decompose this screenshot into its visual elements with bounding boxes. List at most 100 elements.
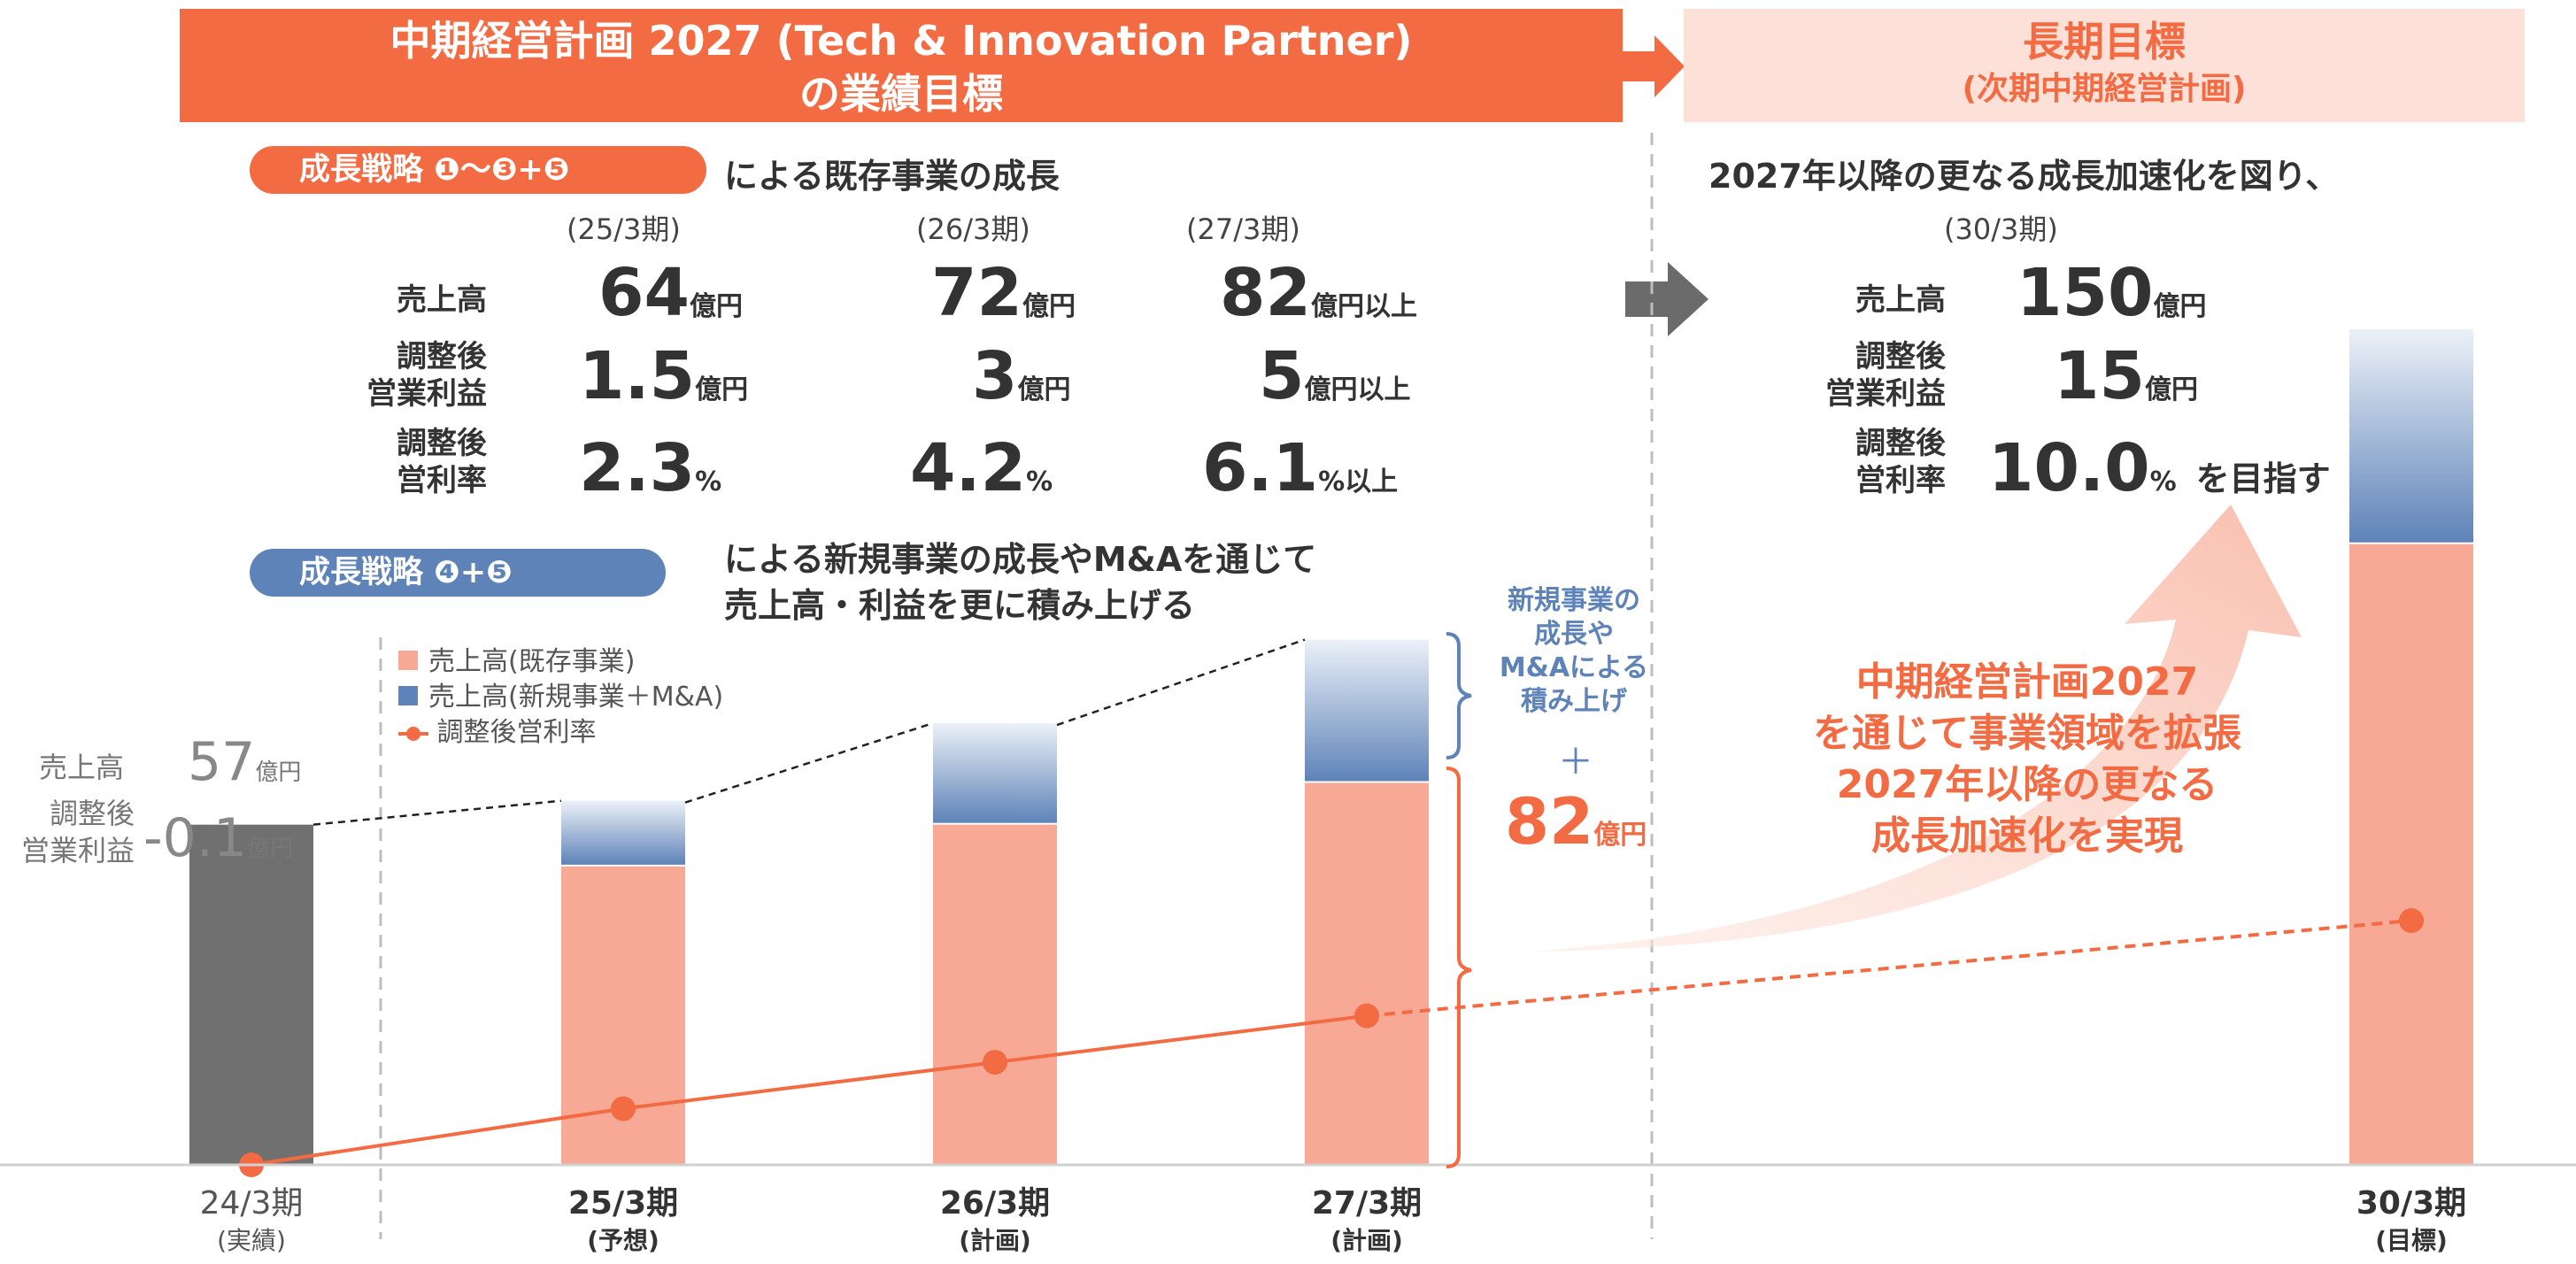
actual-profit-label-l2: 営業利益 [20, 834, 135, 867]
legend-marker-margin-icon [398, 726, 428, 741]
plus-sign: ＋ [1558, 742, 1593, 782]
sales-30: 150億円 [2017, 255, 2207, 331]
actual-profit-label: 調整後 営業利益 [11, 795, 135, 869]
arrow-annotation: 中期経営計画2027 を通じて事業領域を拡張 2027年以降の更なる 成長加速化… [1762, 657, 2293, 862]
bar-connector-2 [1056, 638, 1306, 727]
margin-segment-1 [622, 1060, 996, 1111]
lt-row-label-margin-l2: 営利率 [1855, 463, 1946, 498]
transition-arrow-icon [1625, 262, 1708, 336]
long-term-header: 長期目標 (次期中期経営計画) [1684, 9, 2525, 122]
x-tick-sublabel-3: (計画) [1330, 1226, 1403, 1255]
margin-segment-0 [251, 1106, 624, 1167]
x-tick-label-4: 30/3期 [2356, 1185, 2467, 1222]
legend-swatch-new [398, 686, 418, 705]
sales-25: 64億円 [598, 255, 743, 331]
x-tick-label-0: 24/3期 [199, 1185, 304, 1222]
actual-sales-value: 57億円 [188, 731, 302, 793]
bar-new-4 [2349, 329, 2473, 543]
profit-27: 5億円以上 [1259, 338, 1411, 414]
x-tick-label-1: 25/3期 [567, 1185, 679, 1222]
lt-row-label-margin-l1: 調整後 [1855, 426, 1946, 461]
margin-25: 2.3% [579, 430, 722, 506]
row-label-margin-l2: 営利率 [397, 463, 487, 498]
x-tick-label-2: 26/3期 [939, 1185, 1051, 1222]
bar-new-2 [933, 723, 1057, 823]
bar-new-3 [1305, 639, 1429, 782]
lt-row-label-profit-l1: 調整後 [1855, 339, 1946, 374]
margin-point-1 [611, 1096, 636, 1121]
period-25: (25/3期) [567, 212, 681, 246]
lt-row-label-profit-l2: 営業利益 [1825, 376, 1946, 412]
new-business-annotation-l3: M&Aによる [1499, 652, 1649, 683]
x-tick-sublabel-4: (目標) [2375, 1226, 2448, 1255]
bar-actual-24 [189, 824, 313, 1165]
legend-item-existing: 売上高(既存事業) [398, 639, 723, 677]
new-business-annotation-l2: 成長や [1534, 619, 1614, 650]
x-tick-sublabel-2: (計画) [959, 1226, 1031, 1255]
margin-point-2 [983, 1050, 1007, 1075]
actual-sales-label: 売上高 [39, 751, 125, 784]
margin-30: 10.0% を目指す [1988, 430, 2331, 506]
row-label-margin-l1: 調整後 [397, 426, 487, 461]
strategy-new-heading-l1: による新規事業の成長やM&Aを通じて [724, 540, 1317, 579]
bar-existing-4 [2349, 543, 2473, 1165]
long-term-subtitle: (次期中期経営計画) [1962, 71, 2247, 107]
bar-connector-1 [684, 721, 934, 804]
margin-point-3 [1354, 1003, 1379, 1029]
profit-25: 1.5億円 [579, 338, 749, 414]
long-term-title: 長期目標 [2023, 18, 2186, 66]
bar-existing-3 [1305, 782, 1429, 1165]
row-label-profit-l2: 営業利益 [366, 376, 487, 412]
margin-27: 6.1%以上 [1202, 430, 1399, 506]
strategy-new-heading: による新規事業の成長やM&Aを通じて 売上高・利益を更に積み上げる [724, 536, 1316, 628]
lt-row-label-sales: 売上高 [1855, 282, 1946, 318]
brackets-icon [1446, 632, 1472, 1168]
bar-connector-0 [312, 799, 562, 826]
row-label-profit: 調整後 営業利益 [329, 338, 487, 412]
long-term-heading: 2027年以降の更なる成長加速化を図り、 [1708, 157, 2340, 196]
actual-profit-value: -0.1億円 [143, 807, 294, 869]
mid-term-plan-header: 中期経営計画 2027 (Tech & Innovation Partner) … [180, 9, 1623, 122]
margin-segment-3 [1366, 919, 2412, 1018]
margin-point-4 [2399, 908, 2424, 933]
bar-existing-2 [933, 824, 1057, 1165]
profit-26: 3億円 [972, 338, 1071, 414]
profit-30: 15億円 [2054, 338, 2198, 414]
x-tick-sublabel-0: (実績) [217, 1226, 286, 1255]
arrow-annotation-l1: 中期経営計画2027 [1855, 659, 2199, 705]
row-label-margin: 調整後 営利率 [329, 425, 487, 499]
chart-legend: 売上高(既存事業) 売上高(新規事業＋M&A) 調整後営利率 [398, 639, 723, 748]
mid-term-plan-title: 中期経営計画 2027 (Tech & Innovation Partner) [389, 17, 1413, 65]
strategy-existing-heading: による既存事業の成長 [724, 157, 1060, 196]
existing-82-annotation: 82億円 [1505, 784, 1647, 859]
period-30: (30/3期) [1944, 212, 2058, 246]
arrow-annotation-l2: を通じて事業領域を拡張 [1813, 711, 2241, 756]
strategy-new-heading-l2: 売上高・利益を更に積み上げる [724, 586, 1196, 625]
x-tick-sublabel-1: (予想) [587, 1226, 659, 1255]
row-label-profit-l1: 調整後 [397, 339, 487, 374]
lt-row-label-profit: 調整後 営業利益 [1788, 338, 1946, 412]
header-arrow-icon [1623, 35, 1685, 97]
new-business-annotation: 新規事業の 成長や M&Aによる 積み上げ [1477, 584, 1671, 719]
arrow-annotation-l4: 成長加速化を実現 [1871, 813, 2183, 859]
x-tick-label-3: 27/3期 [1311, 1185, 1423, 1222]
new-business-annotation-l1: 新規事業の [1508, 585, 1640, 616]
new-business-annotation-l4: 積み上げ [1521, 686, 1627, 717]
legend-item-margin: 調整後営利率 [398, 710, 723, 748]
margin-26: 4.2% [910, 430, 1053, 506]
sales-26: 72億円 [931, 255, 1076, 331]
period-27: (27/3期) [1186, 212, 1300, 246]
strategy-existing-pill: 成長戦略 ❶～❸+❺ [250, 146, 706, 194]
arrow-annotation-l3: 2027年以降の更なる [1836, 762, 2218, 807]
strategy-new-pill: 成長戦略 ❹+❺ [250, 549, 666, 597]
row-label-sales: 売上高 [397, 282, 487, 318]
sales-27: 82億円以上 [1220, 255, 1417, 331]
lt-row-label-margin: 調整後 営利率 [1788, 425, 1946, 499]
period-26: (26/3期) [916, 212, 1030, 246]
legend-item-new: 売上高(新規事業＋M&A) [398, 674, 723, 713]
mid-term-plan-subtitle: の業績目標 [799, 70, 1003, 118]
legend-swatch-existing [398, 651, 418, 670]
actual-profit-label-l1: 調整後 [49, 797, 135, 830]
margin-segment-2 [994, 1014, 1368, 1065]
